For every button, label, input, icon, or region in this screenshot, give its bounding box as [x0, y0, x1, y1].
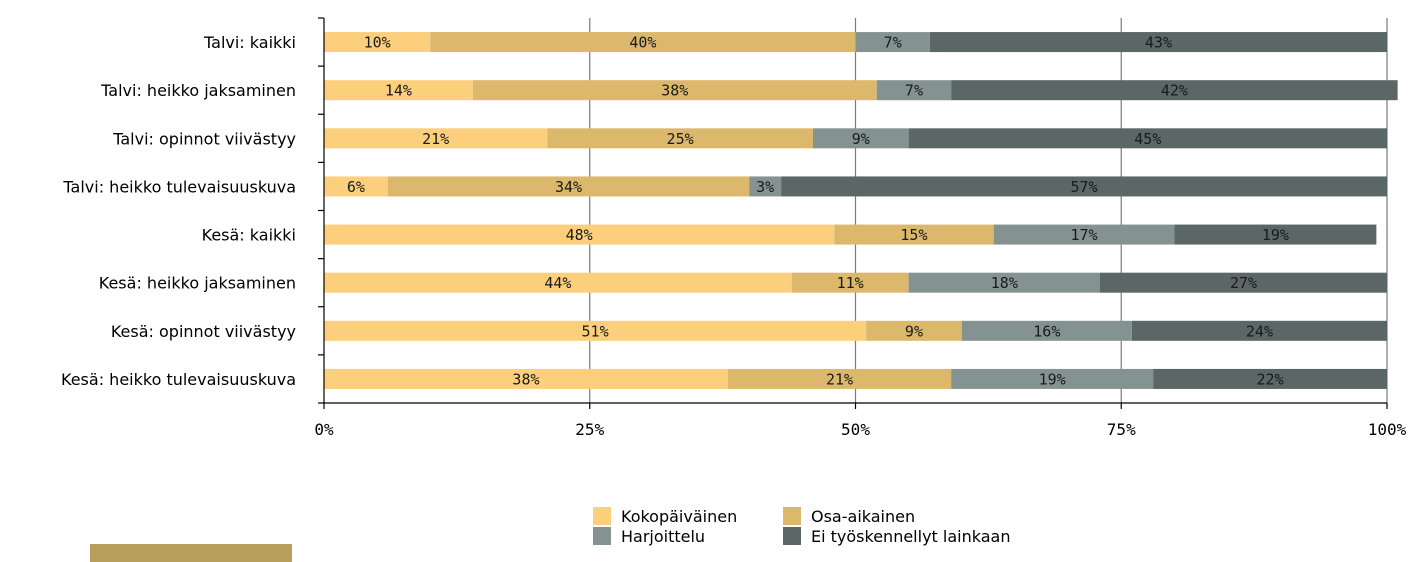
data-label: 19% — [1262, 226, 1289, 244]
bar-segment — [387, 176, 750, 197]
bar-segment — [430, 32, 856, 53]
data-label: 18% — [991, 274, 1018, 292]
bar-segment — [866, 320, 962, 341]
bar-segment — [1174, 224, 1377, 245]
bar-segment — [876, 80, 952, 101]
category-label: Talvi: kaikki — [203, 33, 296, 52]
data-label: 25% — [667, 130, 694, 148]
decorative-bar — [90, 544, 292, 562]
bar-segment — [727, 368, 952, 389]
data-label: 40% — [629, 34, 656, 52]
legend-label: Kokopäiväinen — [621, 506, 738, 526]
data-label: 9% — [905, 322, 923, 340]
category-label: Kesä: kaikki — [202, 226, 296, 245]
bar-segment — [834, 224, 994, 245]
data-label: 7% — [905, 82, 923, 100]
data-label: 24% — [1246, 322, 1273, 340]
data-label: 19% — [1039, 370, 1066, 388]
bar-segment — [961, 320, 1132, 341]
bar-segment — [749, 176, 782, 197]
bars: 10% 40% 7% 43% 14% 38% 7% 42% 21% 25% 9% 45% 6% 34% 3%… — [324, 32, 1398, 389]
category-label: Talvi: heikko jaksaminen — [100, 81, 296, 100]
data-label: 38% — [512, 370, 539, 388]
legend-item-kokopaivainen: Kokopäiväinen — [593, 506, 737, 526]
legend: Kokopäiväinen Osa-aikainen Harjoittelu E… — [593, 506, 1073, 546]
data-label: 45% — [1134, 130, 1161, 148]
legend-swatch — [593, 507, 611, 525]
bar-segment — [324, 224, 835, 245]
data-label: 3% — [756, 178, 774, 196]
data-label: 9% — [852, 130, 870, 148]
bar-segment — [547, 128, 813, 149]
legend-item-osa-aikainen: Osa-aikainen — [783, 506, 915, 526]
bar-segment — [951, 368, 1154, 389]
axes — [318, 17, 1388, 409]
legend-swatch — [593, 527, 611, 545]
bar-segment — [951, 80, 1398, 101]
bar-segment — [908, 128, 1387, 149]
data-label: 16% — [1033, 322, 1060, 340]
bar-segment — [324, 272, 792, 293]
bar-segment — [1099, 272, 1387, 293]
x-tick-label: 25% — [575, 420, 604, 439]
x-tick-label: 50% — [841, 420, 870, 439]
bar-segment — [929, 32, 1387, 53]
bar-segment — [324, 368, 728, 389]
legend-item-harjoittelu: Harjoittelu — [593, 526, 705, 546]
bar-segment — [324, 176, 388, 197]
bar-segment — [1153, 368, 1387, 389]
data-label: 21% — [826, 370, 853, 388]
data-label: 48% — [566, 226, 593, 244]
legend-label: Ei työskennellyt lainkaan — [811, 526, 1011, 546]
data-label: 57% — [1070, 178, 1097, 196]
legend-swatch — [783, 527, 801, 545]
legend-label: Osa-aikainen — [811, 506, 916, 526]
bar-segment — [781, 176, 1387, 197]
category-label: Kesä: heikko tulevaisuuskuva — [61, 370, 296, 389]
x-tick-labels: 0% 25% 50% 75% 100% — [314, 420, 1406, 439]
data-label: 22% — [1257, 370, 1284, 388]
data-label: 17% — [1070, 226, 1097, 244]
bar-segment — [855, 32, 930, 53]
bar-segment — [324, 32, 431, 53]
gridlines — [589, 18, 1388, 403]
data-label: 10% — [364, 34, 391, 52]
bar-segment — [472, 80, 877, 101]
x-tick-label: 75% — [1107, 420, 1136, 439]
data-label: 27% — [1230, 274, 1257, 292]
data-label: 51% — [582, 322, 609, 340]
bar-segment — [993, 224, 1175, 245]
legend-swatch — [783, 507, 801, 525]
category-label: Kesä: heikko jaksaminen — [99, 274, 296, 293]
data-label: 42% — [1161, 82, 1188, 100]
data-label: 7% — [884, 34, 902, 52]
bar-segment — [324, 320, 867, 341]
legend-item-ei-tyoskennellyt: Ei työskennellyt lainkaan — [783, 526, 1010, 546]
data-label: 21% — [422, 130, 449, 148]
bar-segment — [324, 128, 548, 149]
x-tick-label: 0% — [314, 420, 334, 439]
bar-segment — [908, 272, 1100, 293]
data-label: 34% — [555, 178, 582, 196]
bar-segment — [324, 80, 473, 101]
data-label: 44% — [544, 274, 571, 292]
data-label: 15% — [900, 226, 927, 244]
category-labels: Talvi: kaikki Talvi: heikko jaksaminen Tal… — [61, 33, 296, 389]
category-label: Kesä: opinnot viivästyy — [111, 322, 296, 341]
data-label: 38% — [661, 82, 688, 100]
bar-segment — [1131, 320, 1387, 341]
legend-label: Harjoittelu — [621, 526, 706, 546]
x-tick-label: 100% — [1368, 420, 1407, 439]
category-label: Talvi: heikko tulevaisuuskuva — [62, 177, 296, 196]
category-label: Talvi: opinnot viivästyy — [112, 129, 296, 148]
bar-segment — [791, 272, 909, 293]
data-label: 6% — [347, 178, 365, 196]
data-label: 11% — [837, 274, 864, 292]
data-label: 14% — [385, 82, 412, 100]
bar-segment — [812, 128, 909, 149]
data-label: 43% — [1145, 34, 1172, 52]
